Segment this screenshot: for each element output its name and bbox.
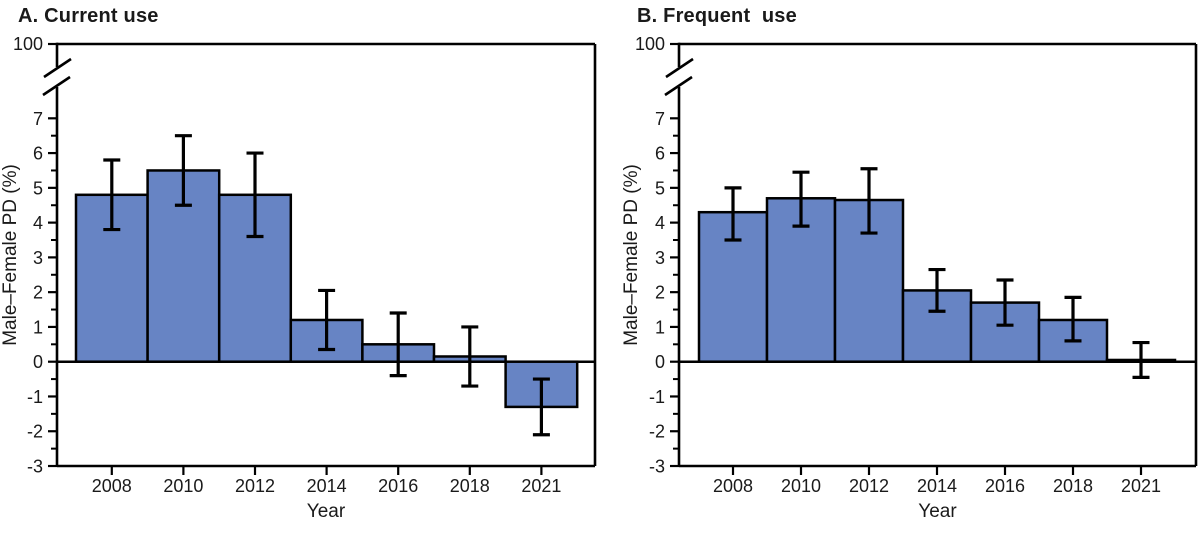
y-tick-label-1: 1 — [33, 317, 43, 337]
y-tick-label-3: 3 — [655, 248, 665, 268]
y-tick-label--3: -3 — [27, 457, 43, 477]
axis-break-slash-lower — [42, 75, 71, 97]
y-tick-label-6: 6 — [655, 144, 665, 164]
y-tick-label-3: 3 — [33, 248, 43, 268]
y-tick-label-100: 100 — [13, 34, 43, 54]
x-tick-label-2010: 2010 — [781, 476, 821, 496]
y-tick-label-7: 7 — [655, 109, 665, 129]
x-tick-label-2014: 2014 — [917, 476, 957, 496]
y-tick-label-4: 4 — [33, 213, 43, 233]
y-axis-title: Male–Female PD (%) — [0, 164, 21, 346]
axis-break-slash-upper — [43, 57, 72, 79]
y-tick-label--2: -2 — [649, 422, 665, 442]
y-tick-label-7: 7 — [33, 109, 43, 129]
y-tick-label-1: 1 — [655, 317, 665, 337]
x-tick-label-2016: 2016 — [985, 476, 1025, 496]
panel-frequent-use: B. Frequent use 100 7 6 5 4 3 2 1 0 -1 -2 -3 2008 201… — [600, 0, 1200, 536]
y-tick-label--1: -1 — [27, 387, 43, 407]
axis-break-slash-lower — [664, 75, 693, 97]
x-tick-label-2018: 2018 — [1053, 476, 1093, 496]
panel-a-title: A. Current use — [18, 5, 159, 27]
x-tick-label-2021: 2021 — [1121, 476, 1161, 496]
x-tick-label-2016: 2016 — [378, 476, 418, 496]
y-axis-title: Male–Female PD (%) — [621, 164, 642, 346]
y-tick-label-0: 0 — [33, 352, 43, 372]
panel-a-chart: 100 7 6 5 4 3 2 1 0 -1 -2 -3 2008 2010 2012 2014 2016 201… — [0, 34, 597, 522]
y-tick-label-4: 4 — [655, 213, 665, 233]
y-tick-label-2: 2 — [655, 283, 665, 303]
x-tick-label-2008: 2008 — [92, 476, 132, 496]
y-tick-label--1: -1 — [649, 387, 665, 407]
y-tick-label--3: -3 — [649, 457, 665, 477]
y-tick-label-6: 6 — [33, 144, 43, 164]
axis-break-slash-upper — [665, 57, 694, 79]
y-tick-label-0: 0 — [655, 352, 665, 372]
y-tick-label-5: 5 — [655, 178, 665, 198]
panel-current-use: A. Current use 100 7 6 5 4 3 2 1 0 -1 -2 -3 2008 2010… — [0, 5, 597, 522]
x-axis-title: Year — [307, 501, 346, 522]
y-tick-label-100: 100 — [635, 34, 665, 54]
x-tick-label-2008: 2008 — [713, 476, 753, 496]
x-axis-title: Year — [918, 501, 957, 522]
x-tick-label-2012: 2012 — [235, 476, 275, 496]
y-tick-label-2: 2 — [33, 283, 43, 303]
x-tick-label-2014: 2014 — [307, 476, 347, 496]
x-tick-label-2018: 2018 — [450, 476, 490, 496]
x-tick-label-2010: 2010 — [163, 476, 203, 496]
panel-b-title: B. Frequent use — [637, 5, 797, 27]
y-tick-label-5: 5 — [33, 178, 43, 198]
x-tick-label-2021: 2021 — [521, 476, 561, 496]
y-tick-label--2: -2 — [27, 422, 43, 442]
panel-b-chart: 100 7 6 5 4 3 2 1 0 -1 -2 -3 2008 2010 2012 2014 2016 201… — [621, 34, 1198, 522]
x-tick-label-2012: 2012 — [849, 476, 889, 496]
